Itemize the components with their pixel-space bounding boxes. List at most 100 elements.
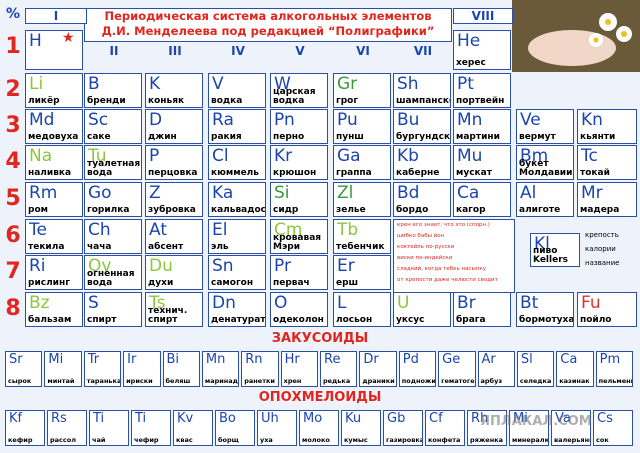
- element-symbol: Hr: [284, 352, 300, 367]
- element-name: абсент: [148, 242, 184, 252]
- element-name: бренди: [87, 96, 126, 106]
- element-cell: Ts технич. спирт: [145, 292, 203, 327]
- element-name: чача: [87, 242, 112, 252]
- element-name: медовуха: [28, 132, 79, 142]
- element-name: рассол: [50, 436, 76, 444]
- element-symbol: Md: [29, 110, 55, 130]
- element-cell: Kl пиво Kellers: [530, 233, 580, 267]
- element-cell: Mo молоко: [299, 410, 339, 446]
- corner: %: [5, 6, 21, 22]
- element-symbol: Kb: [397, 146, 419, 166]
- element-symbol: Na: [29, 146, 53, 166]
- element-name: конфета: [428, 436, 461, 444]
- element-name: пиво Kellers: [533, 246, 568, 265]
- element-cell: Ar арбуз: [477, 351, 515, 387]
- element-name: квас: [176, 436, 193, 444]
- period-number: 2: [5, 77, 21, 102]
- watermark: ЯПЛАКАЛ.COM: [480, 414, 592, 429]
- element-symbol: Pu: [337, 110, 358, 130]
- element-symbol: O: [274, 293, 288, 313]
- element-cell: Sh шампанское: [393, 73, 451, 108]
- element-cell: Pn перно: [270, 109, 328, 144]
- element-name: ром: [28, 205, 48, 215]
- element-cell: Fu пойло: [577, 292, 637, 327]
- element-symbol: Ar: [481, 352, 496, 367]
- element-name: ранетки: [244, 377, 275, 385]
- element-name: туалетная вода: [87, 159, 141, 178]
- element-cell: Bi беляш: [162, 351, 200, 387]
- element-cell: Sr сырок: [5, 351, 43, 387]
- element-name: беляш: [165, 377, 191, 385]
- element-name: газировка: [386, 436, 423, 444]
- title: Периодическая система алкогольных элемен…: [84, 8, 452, 42]
- element-name: саке: [87, 132, 111, 142]
- element-symbol: He: [457, 31, 481, 51]
- element-symbol: Mr: [581, 183, 603, 203]
- element-cell: Te текила: [25, 219, 83, 254]
- element-name: борщ: [218, 436, 239, 444]
- element-name: портвейн: [456, 96, 505, 106]
- element-cell: Pt портвейн: [453, 73, 511, 108]
- element-symbol: Rs: [51, 411, 67, 426]
- group-label: I: [25, 8, 87, 24]
- legend-label: калории: [585, 245, 616, 253]
- element-name: молоко: [302, 436, 330, 444]
- element-name: кумыс: [344, 436, 368, 444]
- note: виски по-индейски: [397, 255, 453, 261]
- element-name: пунш: [336, 132, 364, 142]
- element-symbol: Bi: [166, 352, 180, 367]
- element-name: кагор: [456, 205, 486, 215]
- element-symbol: Ra: [212, 110, 234, 130]
- element-cell: Ca казинак: [556, 351, 594, 387]
- element-name: пельмени: [598, 377, 633, 385]
- element-symbol: Kn: [581, 110, 603, 130]
- element-cell: Cs сок: [593, 410, 633, 446]
- element-symbol: Rm: [29, 183, 58, 203]
- element-symbol: Cf: [429, 411, 443, 426]
- element-symbol: Ch: [88, 220, 111, 240]
- element-cell: Cf конфета: [425, 410, 465, 446]
- group-label: II: [109, 44, 119, 58]
- element-name: кьянти: [580, 132, 616, 142]
- element-cell: Sl селедка: [516, 351, 555, 387]
- group-label: III: [168, 44, 182, 58]
- element-symbol: Ga: [337, 146, 361, 166]
- element-symbol: Ti: [135, 411, 147, 426]
- element-cell: Mi минтай: [44, 351, 82, 387]
- element-symbol: Ka: [212, 183, 234, 203]
- element-symbol: Tr: [87, 352, 100, 367]
- element-symbol: Te: [29, 220, 47, 240]
- element-cell: Bd бордо: [393, 182, 451, 217]
- element-cell: Hr хрен: [280, 351, 318, 387]
- element-symbol: Kv: [177, 411, 194, 426]
- element-symbol: Bm: [520, 146, 549, 166]
- element-cell: Kr крюшон: [270, 145, 328, 180]
- note: крен его знает, что это (спорн.): [397, 222, 490, 228]
- element-cell: Br брага: [453, 292, 511, 327]
- element-cell: Mu мускат: [453, 145, 511, 180]
- element-name: бургундское: [396, 132, 451, 142]
- element-name: царская водка: [273, 87, 316, 106]
- element-cell: Kb каберне: [393, 145, 451, 180]
- element-cell: Zl зелье: [333, 182, 391, 217]
- element-symbol: Si: [274, 183, 290, 203]
- element-symbol: Er: [337, 256, 355, 276]
- element-name: казинак: [559, 377, 590, 385]
- element-name: пойло: [580, 315, 612, 325]
- element-name: мартини: [456, 132, 500, 142]
- element-name: ракия: [211, 132, 242, 142]
- element-symbol: Ge: [442, 352, 461, 367]
- element-name: наливка: [28, 168, 72, 178]
- element-cell: Bz бальзам: [25, 292, 83, 327]
- element-cell: Cl кюммель: [208, 145, 266, 180]
- element-name: одеколон: [273, 315, 324, 325]
- element-name: зубровка: [148, 205, 196, 215]
- element-cell: Ri рислинг: [25, 255, 83, 290]
- element-symbol: Ku: [345, 411, 362, 426]
- element-name: мускат: [456, 168, 492, 178]
- element-name: алиготе: [519, 205, 561, 215]
- element-cell: Pu пунш: [333, 109, 391, 144]
